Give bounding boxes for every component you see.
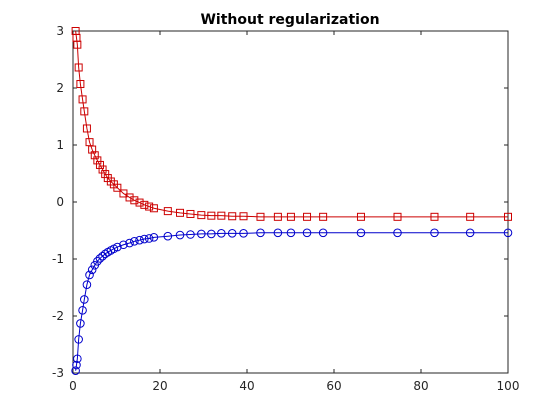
data-point-square xyxy=(130,196,139,205)
data-point-square xyxy=(82,124,91,133)
data-point-circle xyxy=(82,280,92,289)
data-point-square xyxy=(73,40,82,49)
data-point-circle xyxy=(465,228,475,238)
data-point-square xyxy=(113,183,122,192)
data-point-circle xyxy=(302,228,312,238)
data-point-circle xyxy=(71,366,80,376)
data-point-square xyxy=(217,211,226,220)
data-point-circle xyxy=(273,228,283,238)
data-point-square xyxy=(74,63,83,72)
data-point-circle xyxy=(256,228,265,238)
y-tick-label: 3 xyxy=(56,24,64,38)
data-point-square xyxy=(149,204,158,213)
x-axis: 0 20 40 60 80 100 xyxy=(69,31,519,393)
data-point-circle xyxy=(430,228,439,238)
data-point-circle xyxy=(119,240,128,250)
data-point-square xyxy=(98,165,107,174)
data-point-circle xyxy=(227,229,237,238)
data-point-square xyxy=(356,212,365,221)
data-point-square xyxy=(319,212,328,221)
data-point-circle xyxy=(144,234,154,243)
data-point-square xyxy=(273,212,282,221)
data-point-square xyxy=(76,80,85,89)
data-point-square xyxy=(125,193,134,202)
data-point-circle xyxy=(393,228,402,238)
data-point-circle xyxy=(78,306,87,315)
data-point-circle xyxy=(239,229,248,238)
y-tick-label: 0 xyxy=(56,195,64,209)
axes-box xyxy=(72,30,509,374)
data-point-square xyxy=(286,212,295,221)
data-point-circle xyxy=(207,229,216,239)
data-point-square xyxy=(135,198,144,207)
data-point-square xyxy=(95,160,104,169)
data-point-circle xyxy=(93,256,102,266)
y-tick-label: -3 xyxy=(52,366,64,380)
data-point-square xyxy=(140,200,149,209)
plot-area: 0 20 40 60 80 100 -3 -2 -1 0 1 2 3 xyxy=(52,24,519,393)
data-point-circle xyxy=(72,360,81,370)
data-point-square xyxy=(88,145,97,154)
data-point-square xyxy=(430,212,439,221)
data-point-circle xyxy=(74,335,83,344)
x-tick-label: 100 xyxy=(497,379,520,393)
data-point-square xyxy=(93,156,102,165)
data-point-circle xyxy=(80,295,89,304)
data-point-circle xyxy=(149,233,159,242)
x-tick-label: 20 xyxy=(152,379,167,393)
y-tick-label: 2 xyxy=(56,81,64,95)
data-point-circle xyxy=(503,228,513,238)
data-point-square xyxy=(176,208,185,217)
data-point-square xyxy=(163,207,172,216)
x-tick-label: 60 xyxy=(326,379,341,393)
data-point-square xyxy=(303,212,312,221)
data-point-square xyxy=(145,202,154,211)
y-tick-label: -2 xyxy=(52,309,64,323)
data-point-circle xyxy=(113,242,122,252)
data-point-circle xyxy=(135,235,144,245)
series-1 xyxy=(71,27,512,221)
data-point-circle xyxy=(217,229,226,238)
data-point-circle xyxy=(356,228,366,238)
y-tick-label: 1 xyxy=(56,138,64,152)
data-point-circle xyxy=(186,230,195,239)
data-point-square xyxy=(239,212,248,221)
data-point-circle xyxy=(76,319,85,328)
data-point-square xyxy=(78,95,87,104)
data-point-square xyxy=(197,211,206,220)
y-tick-label: -1 xyxy=(52,252,64,266)
x-tick-label: 80 xyxy=(413,379,428,393)
x-tick-label: 0 xyxy=(69,379,77,393)
y-axis: -3 -2 -1 0 1 2 3 xyxy=(52,24,508,380)
data-point-square xyxy=(90,151,99,160)
series-line xyxy=(75,30,508,218)
data-point-circle xyxy=(125,238,134,248)
data-point-square xyxy=(186,209,195,218)
series-layer xyxy=(71,27,513,376)
data-point-square xyxy=(80,107,89,116)
data-point-circle xyxy=(197,229,206,239)
data-point-circle xyxy=(140,234,149,244)
data-point-circle xyxy=(95,254,105,263)
data-point-square xyxy=(466,212,475,221)
data-point-circle xyxy=(73,354,82,364)
data-point-circle xyxy=(163,231,173,241)
data-point-square xyxy=(228,212,237,221)
x-tick-label: 40 xyxy=(239,379,254,393)
data-point-square xyxy=(256,212,265,221)
data-point-circle xyxy=(130,237,139,246)
chart-title: Without regularization xyxy=(200,12,379,28)
data-point-circle xyxy=(85,270,94,280)
data-point-square xyxy=(393,212,402,221)
series-line xyxy=(75,232,508,371)
data-point-circle xyxy=(286,228,296,238)
data-point-square xyxy=(504,212,512,221)
data-point-circle xyxy=(87,265,97,275)
data-point-circle xyxy=(175,230,185,240)
series-2 xyxy=(71,228,513,376)
data-point-circle xyxy=(318,228,328,238)
data-point-square xyxy=(207,211,216,220)
